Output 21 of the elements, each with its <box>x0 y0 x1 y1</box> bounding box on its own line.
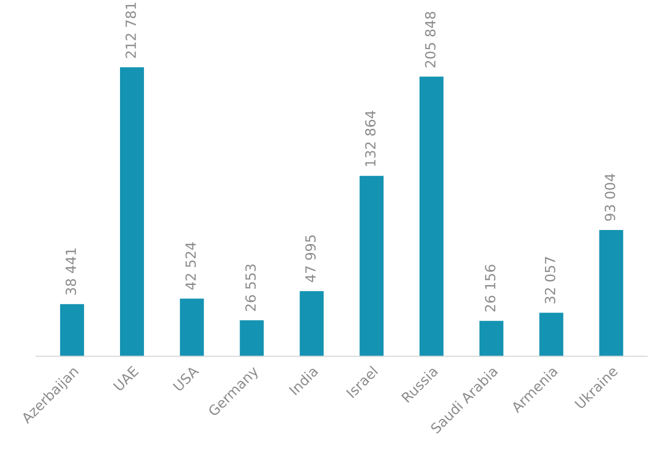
data-label: 26 156 <box>484 264 496 312</box>
bar <box>479 320 504 356</box>
data-label: 38 441 <box>66 248 76 295</box>
data-label: 93 004 <box>604 174 616 221</box>
data-label: 132 864 <box>365 110 376 166</box>
data-label: 205 848 <box>425 12 436 68</box>
data-label: 212 781 <box>126 2 136 58</box>
x-tick-label: USA <box>172 364 200 392</box>
bar <box>300 291 324 356</box>
bar <box>599 230 624 356</box>
data-label: 26 553 <box>245 264 256 311</box>
data-label: 32 057 <box>544 257 556 304</box>
bar <box>60 304 84 356</box>
bar <box>360 176 384 356</box>
bar <box>180 298 204 356</box>
bar <box>120 67 144 356</box>
data-label: 47 995 <box>305 235 316 282</box>
data-label: 42 524 <box>185 242 196 290</box>
bar <box>420 76 444 356</box>
bar <box>539 312 564 356</box>
bar <box>240 320 264 356</box>
